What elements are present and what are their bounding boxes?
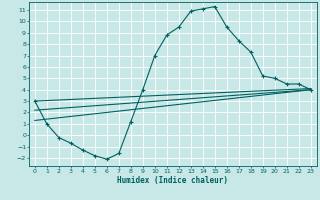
X-axis label: Humidex (Indice chaleur): Humidex (Indice chaleur) xyxy=(117,176,228,185)
